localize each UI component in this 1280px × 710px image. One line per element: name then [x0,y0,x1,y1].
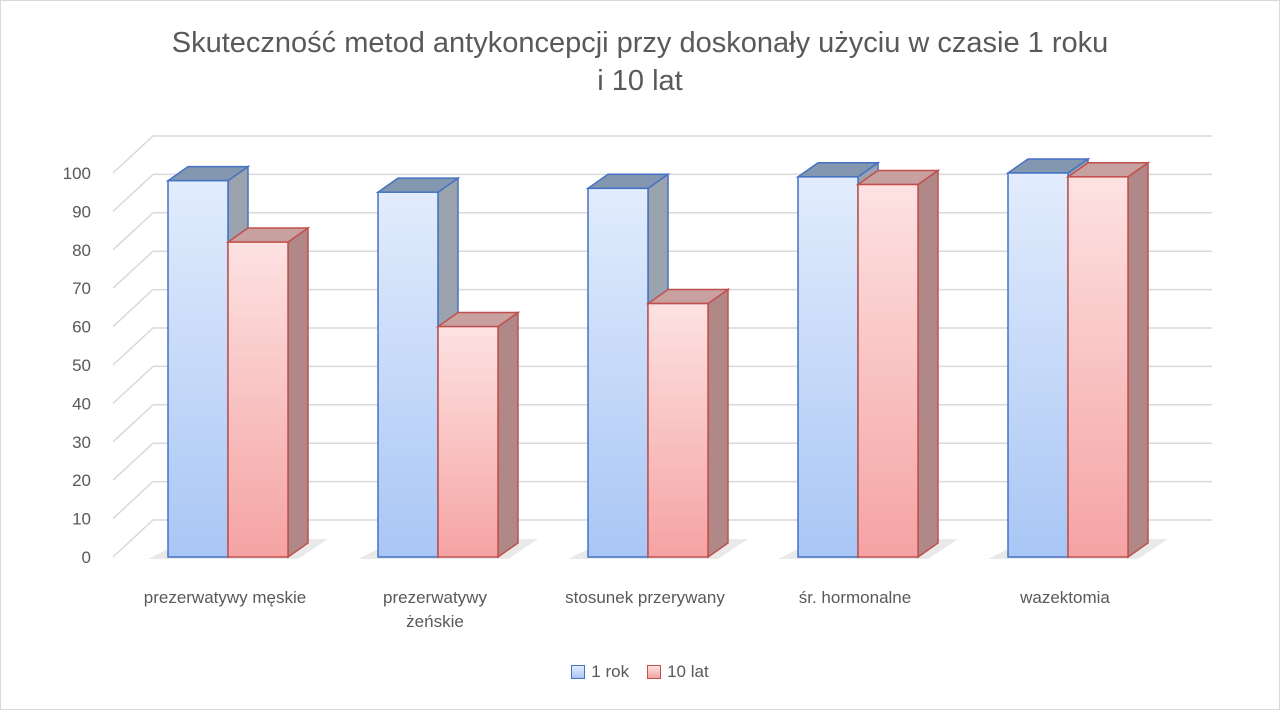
gridline-diagonal [112,442,154,481]
bar-front-face [437,325,499,558]
x-axis-labels: prezerwatywy męskie prezerwatywy żeńskie st… [144,588,1111,631]
gridline-diagonal [112,404,154,443]
gridline-diagonal [112,289,154,328]
y-tick-label: 10 [72,510,91,529]
bar-side-face [287,226,309,559]
bar-side-face [497,311,519,559]
bars [148,157,1168,559]
y-tick-label: 60 [72,318,91,337]
y-tick-label: 80 [72,241,91,260]
y-tick-label: 50 [72,356,91,375]
legend-label-10-lat: 10 lat [667,662,709,681]
bar-series2 [855,169,941,559]
y-tick-label: 90 [72,202,91,221]
x-category-label: żeńskie [406,612,464,631]
legend: 1 rok 10 lat [0,662,1280,682]
legend-swatch-blue [571,665,586,679]
x-category-label: stosunek przerywany [565,588,725,607]
gridline-diagonal [112,212,154,251]
gridline-diagonal [112,250,154,289]
bar-front-face [587,187,649,558]
legend-item-10-lat: 10 lat [647,662,709,682]
y-axis-ticks: 0 10 20 30 40 50 60 70 80 90 100 [63,164,91,567]
gridline-diagonal [112,327,154,366]
legend-swatch-red [647,665,662,679]
bar-series2 [645,288,731,559]
x-category-label: prezerwatywy męskie [144,588,307,607]
bar-side-face [707,288,729,559]
x-category-label: prezerwatywy [383,588,487,607]
bar-side-face [1127,161,1149,559]
y-tick-label: 40 [72,394,91,413]
bar-series2 [225,226,311,559]
bar-front-face [797,176,859,558]
bar-front-face [167,179,229,558]
gridline-diagonal [112,365,154,404]
y-tick-label: 100 [63,164,91,183]
bar-front-face [377,191,439,558]
x-category-label: wazektomia [1019,588,1110,607]
gridline-diagonal [112,481,154,520]
gridline-diagonal [112,173,154,212]
y-tick-label: 70 [72,279,91,298]
bar-front-face [227,241,289,558]
bar-front-face [647,302,709,558]
y-tick-label: 30 [72,433,91,452]
bar-series2 [1065,161,1151,559]
y-tick-label: 0 [82,548,91,567]
bar-front-face [1067,176,1129,558]
gridline-diagonal [112,135,154,174]
chart-title-line1: Skuteczność metod antykoncepcji przy dos… [171,27,1109,59]
bar-front-face [857,183,919,558]
gridline-diagonal [112,519,154,558]
bar-front-face [1007,172,1069,558]
x-category-label: śr. hormonalne [799,588,911,607]
legend-label-1-rok: 1 rok [591,662,630,681]
bar-series2 [435,311,521,559]
bar-side-face [917,169,939,559]
y-tick-label: 20 [72,471,91,490]
chart-title-line2: i 10 lat [597,65,683,97]
legend-item-1-rok: 1 rok [571,662,629,682]
